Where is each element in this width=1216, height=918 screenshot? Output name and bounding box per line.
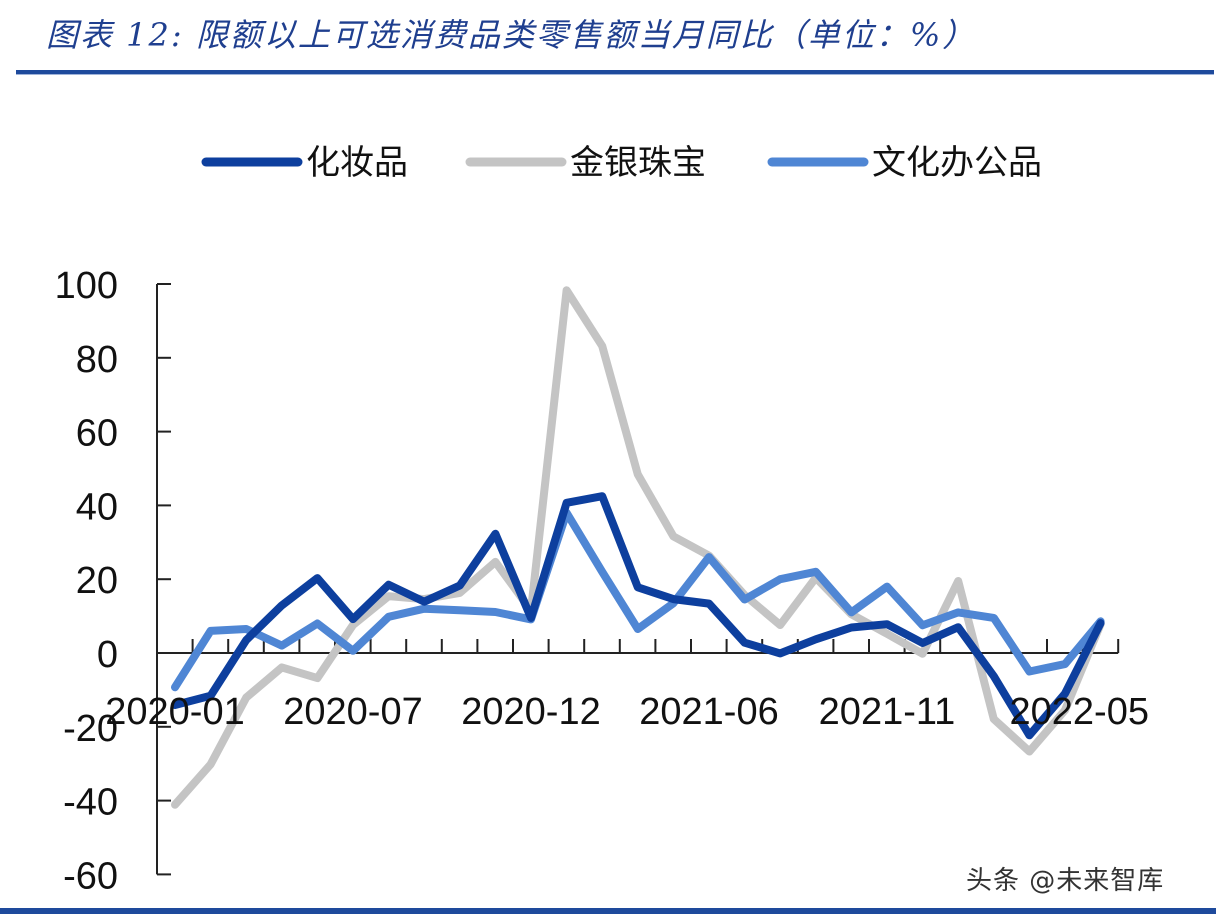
y-tick-label: -20 (63, 708, 118, 750)
legend-label: 金银珠宝 (570, 143, 706, 183)
legend: 化妆品 金银珠宝 文化办公品 (201, 143, 1042, 183)
series-lines (171, 286, 1105, 809)
y-tick-label: -60 (63, 855, 118, 897)
x-tick-label: 2021-06 (639, 691, 778, 733)
y-tick-label: 0 (97, 634, 118, 676)
footer-divider (0, 908, 1216, 914)
x-tick-label: 2021-11 (819, 691, 956, 733)
legend-label: 文化办公品 (872, 143, 1042, 183)
y-tick-label: 40 (76, 486, 118, 528)
y-tick-label: -40 (63, 782, 118, 824)
y-tick-label: 80 (76, 339, 118, 381)
series-line-1 (171, 286, 1105, 809)
legend-label: 化妆品 (306, 143, 408, 183)
x-tick-label: 2020-12 (461, 691, 600, 733)
y-tick-label: 100 (55, 265, 118, 307)
chart-title: 图表 12: 限额以上可选消费品类零售额当月同比（单位：%） (46, 16, 977, 54)
y-tick-label: 60 (76, 413, 118, 455)
x-axis-labels: 2020-01 2020-07 2020-12 2021-06 2021-11 2022-… (105, 691, 1149, 733)
x-tick-label: 2020-07 (283, 691, 422, 733)
y-tick-label: 20 (76, 560, 118, 602)
x-tick-label: 2020-01 (105, 691, 244, 733)
x-tick-label: 2022-05 (1010, 691, 1149, 733)
title-divider (16, 70, 1214, 75)
axes: 100 80 60 40 20 0 -20 -40 -60 (55, 265, 1120, 897)
series-line-0 (171, 492, 1105, 740)
watermark: 头条 @未来智库 (966, 866, 1165, 896)
series-line-2 (171, 508, 1105, 692)
